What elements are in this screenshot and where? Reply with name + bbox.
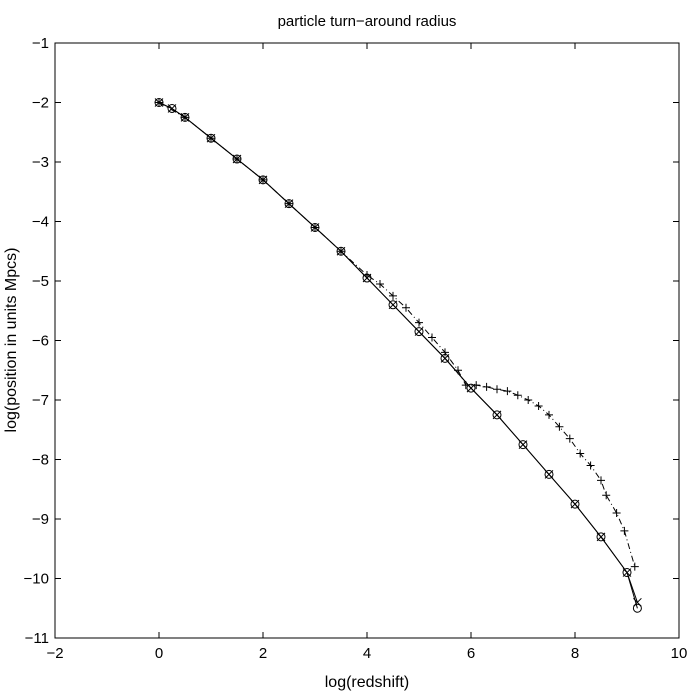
x-tick-label: 10 xyxy=(671,645,688,662)
data-point xyxy=(482,382,491,391)
data-point xyxy=(622,568,632,577)
data-point xyxy=(596,532,606,542)
series-line xyxy=(158,102,636,567)
data-point xyxy=(428,333,436,342)
y-tick-label: −11 xyxy=(25,630,49,647)
y-tick-label: −7 xyxy=(32,392,49,409)
data-point xyxy=(576,449,585,458)
data-point xyxy=(181,113,189,122)
chart-title: particle turn−around radius xyxy=(278,13,457,30)
data-point xyxy=(466,383,476,393)
axis-ticks: −2 0 2 4 6 8 10 −1 −2 −3 −4 −5 −6 −7 −8 −9 −10 −11 xyxy=(24,35,688,662)
y-tick-label: −6 xyxy=(32,333,49,350)
y-tick-label: −1 xyxy=(32,35,49,52)
data-point xyxy=(518,440,528,449)
x-axis-title: log(redshift) xyxy=(325,674,409,691)
data-point xyxy=(454,366,462,375)
data-point xyxy=(545,410,553,419)
y-tick-label: −5 xyxy=(32,273,49,290)
data-point xyxy=(376,279,384,288)
data-point xyxy=(570,499,580,509)
data-point xyxy=(524,396,533,404)
data-point xyxy=(596,532,606,542)
data-point xyxy=(388,300,398,310)
y-tick-label: −4 xyxy=(32,214,49,231)
data-point xyxy=(597,476,605,485)
x-tick-label: 0 xyxy=(155,645,163,662)
data-point xyxy=(155,98,163,107)
data-point xyxy=(233,155,241,164)
data-point xyxy=(633,597,642,607)
x-tick-label: 6 xyxy=(467,645,475,662)
y-tick-label: −10 xyxy=(24,571,49,588)
data-point xyxy=(620,526,629,535)
data-point xyxy=(565,434,574,443)
data-point xyxy=(544,470,554,479)
plot-area xyxy=(54,42,680,639)
data-point xyxy=(415,318,423,327)
data-point xyxy=(207,134,215,143)
data-point xyxy=(440,353,450,363)
series-layer xyxy=(154,98,642,613)
data-point xyxy=(388,300,398,310)
data-point xyxy=(337,247,345,256)
data-point xyxy=(602,491,611,500)
data-point xyxy=(285,199,293,208)
x-tick-label: 4 xyxy=(363,645,371,662)
data-point xyxy=(363,271,371,280)
data-point xyxy=(555,422,564,431)
data-point xyxy=(414,327,424,336)
y-tick-label: −9 xyxy=(32,511,49,528)
data-point xyxy=(414,327,424,337)
data-point xyxy=(389,291,397,300)
data-point xyxy=(503,387,512,396)
data-point xyxy=(402,303,410,312)
data-point xyxy=(441,348,449,357)
data-point xyxy=(586,461,595,470)
data-point xyxy=(630,562,639,571)
y-axis-title: log(position in units Mpcs) xyxy=(3,248,20,433)
data-point xyxy=(513,391,522,400)
data-point xyxy=(493,385,501,394)
data-point xyxy=(472,381,481,390)
data-point xyxy=(544,469,554,479)
data-point xyxy=(461,381,470,390)
data-point xyxy=(534,401,543,410)
data-point xyxy=(492,410,502,420)
x-tick-label: −2 xyxy=(46,645,63,662)
y-tick-label: −3 xyxy=(32,154,49,171)
data-point xyxy=(259,175,267,184)
x-tick-label: 8 xyxy=(571,645,579,662)
data-point xyxy=(167,103,177,113)
data-point xyxy=(311,223,319,232)
data-point xyxy=(622,568,632,578)
data-point xyxy=(632,603,642,613)
y-tick-label: −2 xyxy=(32,95,49,112)
y-tick-label: −8 xyxy=(32,452,49,469)
data-point xyxy=(612,509,621,518)
data-point xyxy=(518,440,528,450)
data-point xyxy=(492,410,502,420)
data-point xyxy=(570,499,580,509)
x-tick-label: 2 xyxy=(259,645,267,662)
